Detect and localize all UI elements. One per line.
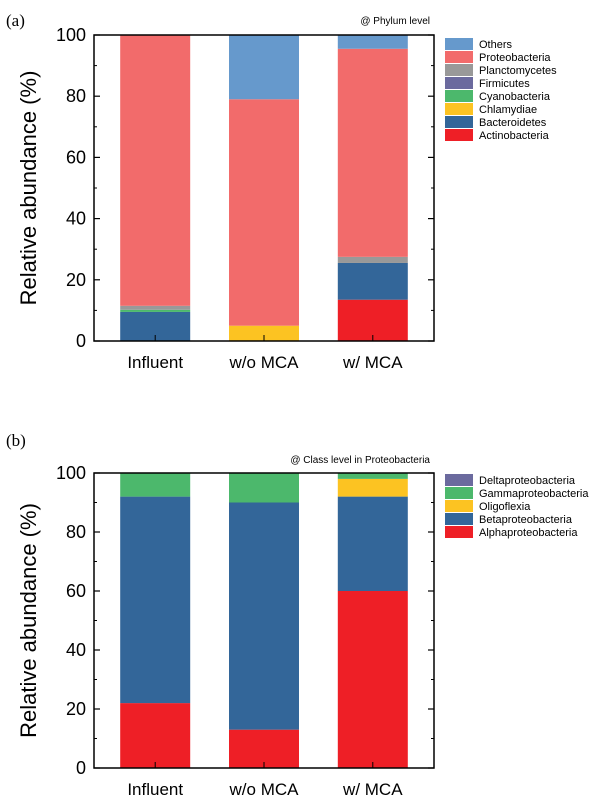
bar-w-mca-gammaproteobacteria [337, 473, 408, 479]
legend-swatch-gammaproteobacteria [445, 487, 473, 499]
bar-w-o-mca-chlamydiae [229, 325, 299, 341]
panel-label: (b) [6, 431, 26, 450]
y-tick-label: 100 [56, 463, 86, 483]
y-tick-label: 0 [76, 331, 86, 351]
legend-label-proteobacteria: Proteobacteria [479, 52, 551, 64]
y-tick-label: 100 [56, 25, 86, 45]
legend-label-oligoflexia: Oligoflexia [479, 501, 531, 513]
legend-swatch-deltaproteobacteria [445, 474, 473, 486]
y-axis-label: Relative abundance (%) [16, 71, 41, 306]
bar-w-o-mca-gammaproteobacteria [229, 473, 299, 503]
y-tick-label: 80 [66, 86, 86, 106]
legend-label-planctomycetes: Planctomycetes [479, 65, 557, 77]
x-tick-label: w/ MCA [342, 780, 403, 798]
bar-w-mca-planctomycetes [337, 256, 408, 263]
chart-panel-a: Influent w/o MCA w/ MCA 0 20 40 60 80 100 Relativ… [6, 11, 557, 372]
y-axis-label: Relative abundance (%) [16, 503, 41, 738]
bar-w-mca-bacteroidetes [337, 262, 408, 300]
legend-label-gammaproteobacteria: Gammaproteobacteria [479, 488, 589, 500]
legend-swatch-planctomycetes [445, 64, 473, 76]
bar-w-o-mca-alphaproteobacteria [229, 729, 299, 768]
bar-w-o-mca-proteobacteria [229, 99, 299, 326]
legend-swatch-bacteroidetes [445, 116, 473, 128]
legend-label-firmicutes: Firmicutes [479, 78, 530, 90]
bar-w-mca-betaproteobacteria [337, 496, 408, 591]
bar-w-o-mca-betaproteobacteria [229, 502, 299, 730]
legend-label-deltaproteobacteria: Deltaproteobacteria [479, 475, 576, 487]
y-tick-label: 40 [66, 209, 86, 229]
legend-swatch-proteobacteria [445, 51, 473, 63]
bar-influent-alphaproteobacteria [120, 703, 191, 768]
y-tick-label: 0 [76, 758, 86, 778]
legend: OthersProteobacteriaPlanctomycetesFirmic… [445, 38, 557, 142]
legend-swatch-alphaproteobacteria [445, 526, 473, 538]
bar-w-mca-oligoflexia [337, 478, 408, 497]
legend-label-cyanobacteria: Cyanobacteria [479, 91, 551, 103]
y-tick-label: 60 [66, 581, 86, 601]
legend-label-alphaproteobacteria: Alphaproteobacteria [479, 527, 578, 539]
legend: DeltaproteobacteriaGammaproteobacteriaOl… [445, 474, 589, 539]
x-tick-label: w/ MCA [342, 353, 403, 372]
bar-w-mca-proteobacteria [337, 48, 408, 257]
legend-label-others: Others [479, 39, 513, 51]
x-tick-label: w/o MCA [229, 353, 300, 372]
legend-swatch-betaproteobacteria [445, 513, 473, 525]
bar-influent-betaproteobacteria [120, 496, 191, 704]
bar-influent-gammaproteobacteria [120, 473, 191, 497]
x-tick-label: Influent [127, 780, 183, 798]
legend-swatch-cyanobacteria [445, 90, 473, 102]
bar-w-mca-others [337, 35, 408, 49]
x-tick-label: w/o MCA [229, 780, 300, 798]
bar-influent-proteobacteria [120, 35, 191, 306]
bar-influent-planctomycetes [120, 305, 191, 310]
y-tick-label: 20 [66, 270, 86, 290]
legend-swatch-others [445, 38, 473, 50]
bar-w-mca-alphaproteobacteria [337, 591, 408, 768]
legend-swatch-actinobacteria [445, 129, 473, 141]
x-tick-label: Influent [127, 353, 183, 372]
bar-w-o-mca-others [229, 35, 299, 100]
legend-label-chlamydiae: Chlamydiae [479, 104, 537, 116]
legend-swatch-oligoflexia [445, 500, 473, 512]
legend-label-betaproteobacteria: Betaproteobacteria [479, 514, 573, 526]
legend-label-bacteroidetes: Bacteroidetes [479, 117, 547, 129]
y-tick-label: 80 [66, 522, 86, 542]
panel-label: (a) [6, 11, 25, 30]
legend-swatch-chlamydiae [445, 103, 473, 115]
chart-annotation: @ Phylum level [360, 16, 430, 27]
y-tick-label: 20 [66, 699, 86, 719]
chart-panel-b: Influent w/o MCA w/ MCA 0 20 40 60 80 100 Relativ… [6, 431, 589, 798]
bar-influent-cyanobacteria [120, 309, 191, 312]
chart-annotation: @ Class level in Proteobacteria [290, 455, 430, 466]
legend-label-actinobacteria: Actinobacteria [479, 130, 550, 142]
legend-swatch-firmicutes [445, 77, 473, 89]
bar-w-mca-actinobacteria [337, 299, 408, 341]
y-tick-label: 40 [66, 640, 86, 660]
y-tick-label: 60 [66, 147, 86, 167]
